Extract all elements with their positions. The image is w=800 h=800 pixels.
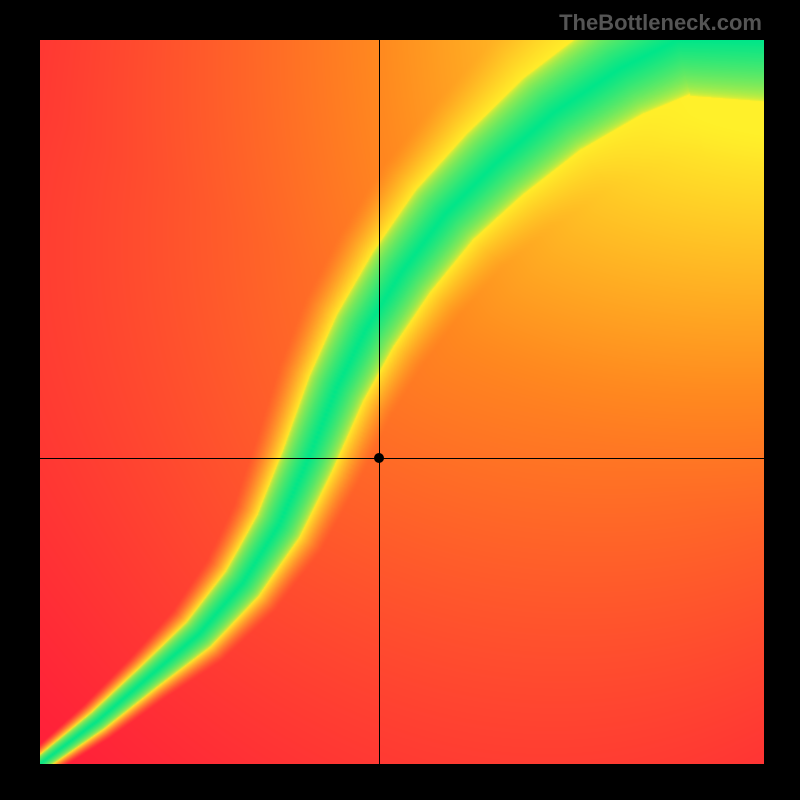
crosshair-horizontal <box>40 458 764 459</box>
crosshair-vertical <box>379 40 380 764</box>
root: TheBottleneck.com <box>0 0 800 800</box>
crosshair-marker <box>374 453 384 463</box>
heatmap-canvas <box>40 40 764 764</box>
watermark-label: TheBottleneck.com <box>559 10 762 36</box>
heatmap-chart <box>40 40 764 764</box>
